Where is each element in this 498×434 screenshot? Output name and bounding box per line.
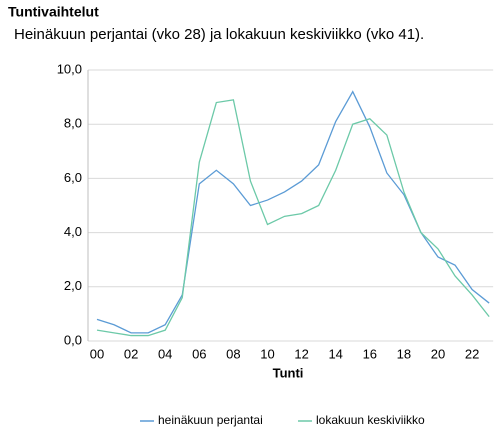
- x-tick-label: 20: [431, 346, 445, 361]
- x-tick-label: 08: [226, 346, 240, 361]
- x-tick-label: 18: [397, 346, 411, 361]
- legend-label: heinäkuun perjantai: [158, 413, 263, 427]
- y-tick-label: 4,0: [64, 224, 82, 239]
- chart-title: Tuntivaihtelut: [8, 4, 99, 20]
- x-tick-label: 00: [90, 346, 104, 361]
- y-tick-label: 8,0: [64, 116, 82, 131]
- x-tick-label: 16: [363, 346, 377, 361]
- y-tick-label: 6,0: [64, 170, 82, 185]
- x-tick-label: 04: [158, 346, 172, 361]
- x-tick-label: 12: [294, 346, 308, 361]
- x-tick-label: 06: [192, 346, 206, 361]
- y-tick-label: 10,0: [57, 61, 82, 76]
- series-line: [96, 90, 490, 334]
- x-tick-label: 14: [328, 346, 342, 361]
- y-tick-label: 0,0: [64, 332, 82, 347]
- series-line: [96, 99, 490, 337]
- x-tick-label: 02: [124, 346, 138, 361]
- x-tick-label: 10: [260, 346, 274, 361]
- y-tick-label: 2,0: [64, 278, 82, 293]
- chart-subtitle: Heinäkuun perjantai (vko 28) ja lokakuun…: [14, 26, 424, 43]
- x-axis-title: Tunti: [273, 365, 304, 380]
- legend-label: lokakuun keskiviikko: [316, 413, 425, 427]
- x-tick-label: 22: [465, 346, 479, 361]
